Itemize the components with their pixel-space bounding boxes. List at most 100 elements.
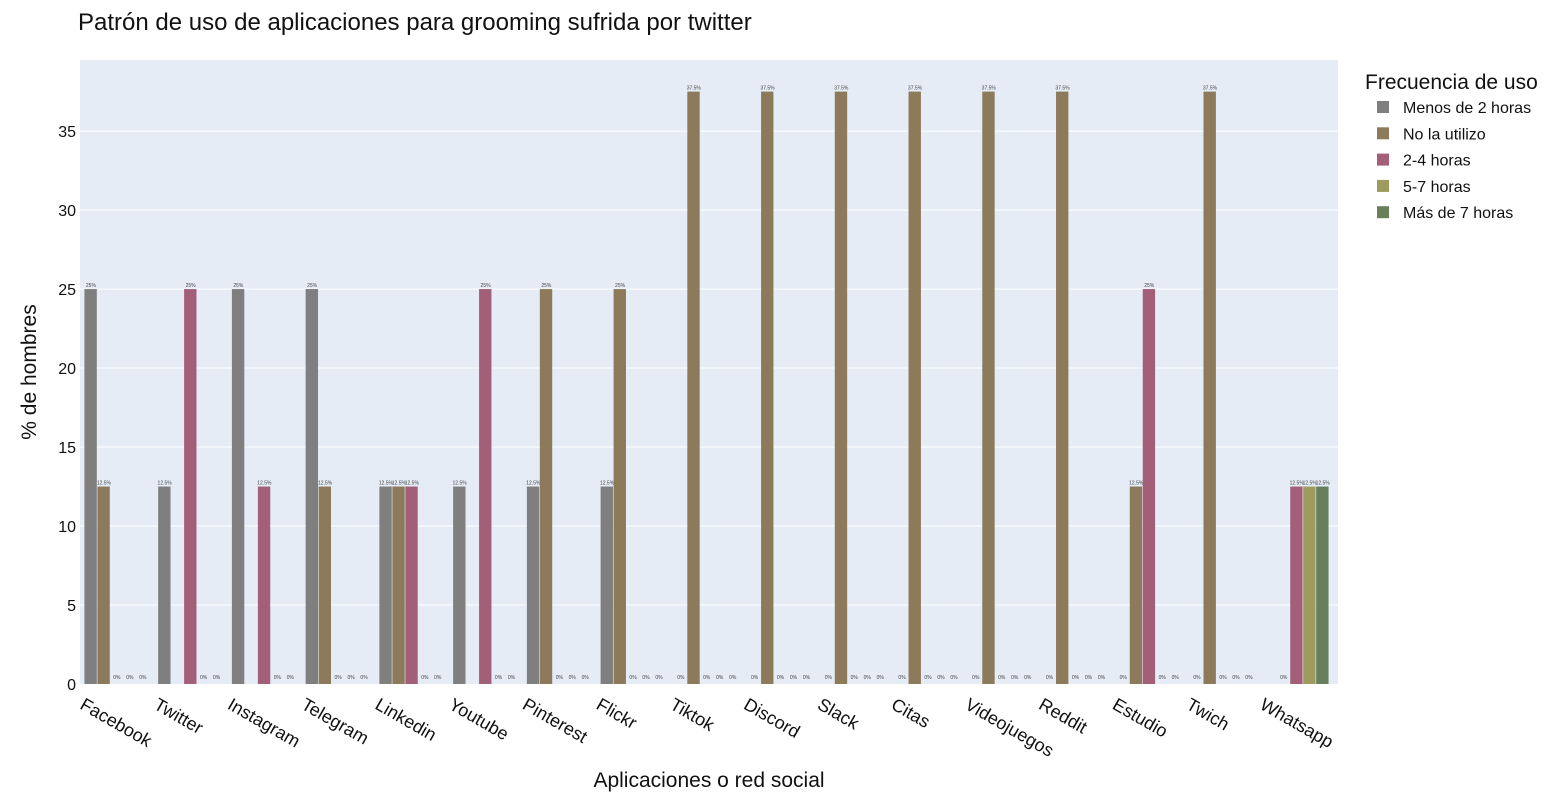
bar-label: 0%	[1232, 675, 1240, 681]
bar-label: 0%	[1098, 675, 1106, 681]
bar[interactable]	[539, 289, 553, 684]
bar[interactable]	[379, 486, 392, 684]
y-tick-label: 30	[58, 203, 76, 220]
bar-label: 37.5%	[760, 86, 775, 92]
bar-label: 12.5%	[526, 481, 541, 487]
bar-label: 0%	[1245, 675, 1253, 681]
y-axis-ticks: 0 5 10 15 20 25 30 35	[58, 124, 76, 694]
bar[interactable]	[318, 486, 331, 684]
bar[interactable]	[184, 289, 197, 684]
y-tick-label: 10	[58, 519, 76, 536]
bar[interactable]	[761, 91, 774, 684]
bar-label: 12.5%	[379, 481, 394, 487]
bar[interactable]	[257, 486, 271, 684]
bar-label: 0%	[495, 675, 503, 681]
bar-label: 0%	[864, 675, 872, 681]
legend-item[interactable]: No la utilizo	[1403, 126, 1486, 143]
bar-label: 0%	[1024, 675, 1032, 681]
bar[interactable]	[600, 486, 613, 684]
bar-label: 0%	[287, 675, 295, 681]
bar-label: 12.5%	[600, 481, 615, 487]
bar-label: 0%	[898, 675, 906, 681]
bar-label: 37.5%	[908, 86, 923, 92]
bar-label: 0%	[334, 675, 342, 681]
bar[interactable]	[1142, 289, 1156, 684]
bar-label: 0%	[1280, 675, 1288, 681]
x-tick-label: Linkedin	[372, 694, 440, 745]
y-axis-title: % de hombres	[18, 304, 41, 439]
bar[interactable]	[982, 91, 995, 684]
bar-label: 0%	[582, 675, 590, 681]
x-tick-label: Twich	[1183, 694, 1233, 734]
bar[interactable]	[158, 486, 171, 684]
bar-label: 0%	[924, 675, 932, 681]
bar-label: 12.5%	[1290, 481, 1305, 487]
bar-label: 0%	[1172, 675, 1180, 681]
bar-label: 37.5%	[1055, 86, 1070, 92]
bar[interactable]	[97, 486, 110, 684]
bar-label: 25%	[186, 283, 197, 289]
bar-label: 0%	[1159, 675, 1167, 681]
bar[interactable]	[392, 486, 405, 684]
bar-label: 12.5%	[318, 481, 333, 487]
x-tick-label: Whatsapp	[1257, 694, 1337, 752]
y-tick-label: 5	[67, 598, 76, 615]
bar-label: 0%	[937, 675, 945, 681]
bar-label: 25%	[481, 283, 492, 289]
bar-label: 12.5%	[1316, 481, 1331, 487]
bar[interactable]	[1290, 486, 1303, 684]
bar-label: 0%	[751, 675, 759, 681]
bar-label: 0%	[569, 675, 577, 681]
bar-labels: 25% 12.5% 0% 0% 0% 12.5% 25% 0% 0% 25% 12.5% 0% 0% 25…	[86, 86, 1330, 681]
bar[interactable]	[1316, 486, 1329, 684]
x-tick-label: Facebook	[77, 694, 156, 751]
bar[interactable]	[1129, 486, 1143, 684]
bar[interactable]	[479, 289, 492, 684]
bar-label: 37.5%	[1203, 86, 1218, 92]
y-tick-label: 20	[58, 361, 76, 378]
bar-label: 0%	[139, 675, 147, 681]
bar-label: 0%	[434, 675, 442, 681]
bar[interactable]	[453, 486, 466, 684]
x-tick-label: Tiktok	[667, 694, 719, 735]
bar[interactable]	[1303, 486, 1316, 684]
bar-label: 0%	[729, 675, 737, 681]
bar-label: 0%	[677, 675, 685, 681]
bar[interactable]	[687, 91, 700, 684]
bar[interactable]	[834, 91, 848, 684]
bar-label: 0%	[972, 675, 980, 681]
x-tick-label: Discord	[741, 694, 804, 742]
bar-label: 25%	[541, 283, 552, 289]
legend-item[interactable]: 5-7 horas	[1403, 179, 1471, 196]
legend-swatch	[1377, 153, 1389, 166]
bar-label: 25%	[307, 283, 318, 289]
bar-label: 0%	[790, 675, 798, 681]
bar[interactable]	[84, 289, 97, 684]
bar[interactable]	[305, 289, 319, 684]
legend-item[interactable]: 2-4 horas	[1403, 153, 1471, 170]
x-tick-label: Flickr	[593, 694, 640, 733]
bar-label: 0%	[360, 675, 368, 681]
bar-label: 0%	[629, 675, 637, 681]
bar-label: 0%	[1193, 675, 1201, 681]
bar[interactable]	[526, 486, 540, 684]
legend-swatch	[1377, 206, 1389, 219]
x-tick-label: Reddit	[1035, 694, 1090, 737]
bar[interactable]	[1056, 91, 1069, 684]
bar-label: 0%	[1011, 675, 1019, 681]
bar-label: 25%	[86, 283, 97, 289]
legend[interactable]: Frecuencia de uso Menos de 2 horas No la …	[1365, 71, 1538, 222]
bar-label: 0%	[998, 675, 1006, 681]
x-tick-label: Telegram	[298, 694, 372, 748]
bar[interactable]	[1203, 91, 1216, 684]
legend-item[interactable]: Más de 7 horas	[1403, 205, 1513, 222]
bar[interactable]	[908, 91, 921, 684]
legend-swatch	[1377, 101, 1389, 113]
bar[interactable]	[613, 289, 626, 684]
bar-label: 0%	[113, 675, 121, 681]
bar-label: 0%	[421, 675, 429, 681]
bar[interactable]	[405, 486, 418, 684]
legend-item[interactable]: Menos de 2 horas	[1403, 100, 1531, 117]
bar[interactable]	[231, 289, 245, 684]
